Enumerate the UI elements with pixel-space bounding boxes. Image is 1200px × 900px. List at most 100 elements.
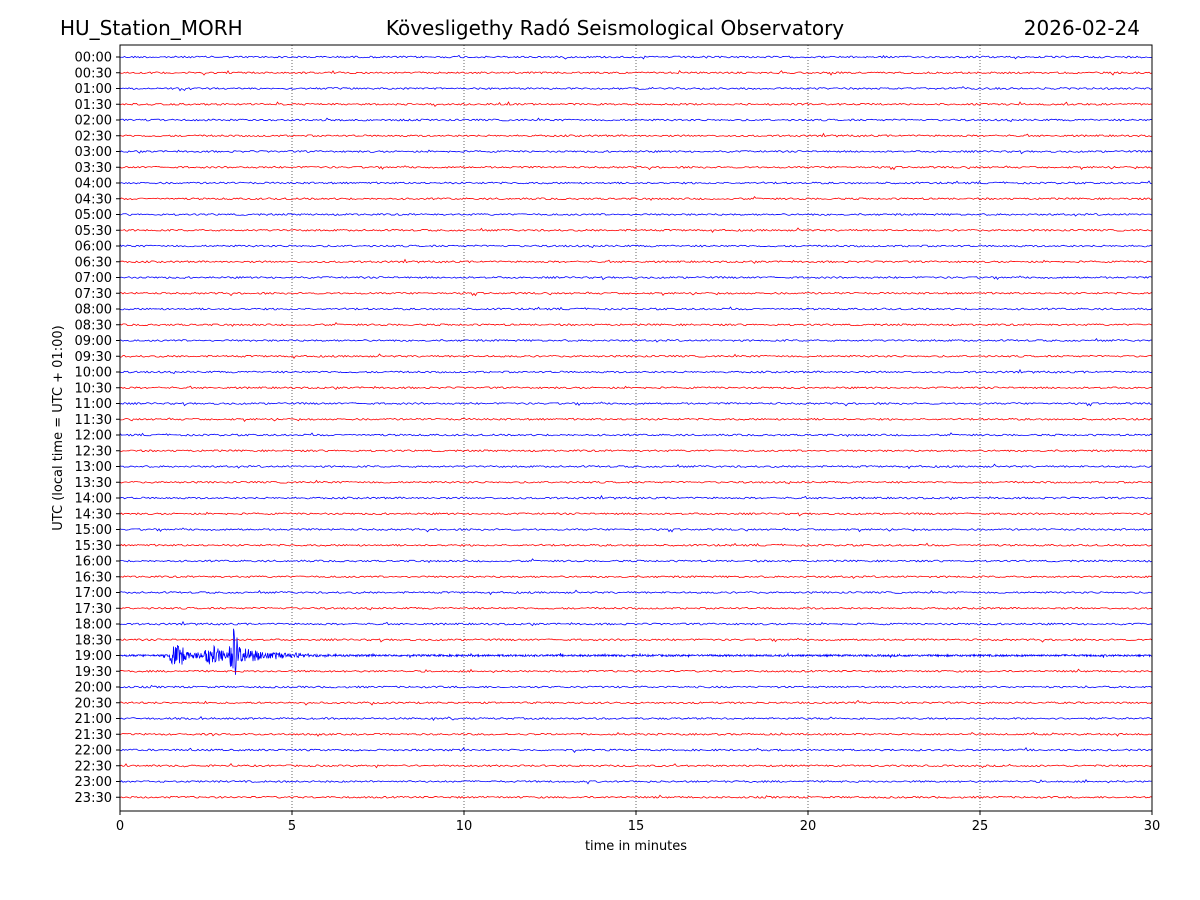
- trace-1830: [119, 637, 1153, 643]
- trace-group: [119, 54, 1153, 799]
- trace-1530: [119, 542, 1153, 547]
- y-tick-label: 10:30: [75, 381, 112, 396]
- y-tick-label: 13:00: [75, 460, 112, 475]
- x-tick-label: 30: [1144, 819, 1161, 834]
- y-tick-label: 00:00: [75, 51, 112, 66]
- y-tick-label: 14:30: [75, 507, 112, 522]
- trace-1300: [119, 463, 1153, 470]
- trace-1630: [119, 575, 1153, 579]
- trace-1730: [119, 606, 1153, 611]
- x-tick-label: 5: [288, 819, 296, 834]
- trace-2000: [119, 684, 1153, 689]
- y-tick-label: 16:30: [75, 570, 112, 585]
- y-tick-label: 05:30: [75, 224, 112, 239]
- y-tick-label: 11:00: [75, 397, 112, 412]
- trace-2200: [119, 747, 1153, 753]
- trace-0600: [119, 243, 1153, 249]
- y-tick-label: 04:30: [75, 192, 112, 207]
- trace-0230: [119, 132, 1153, 138]
- y-tick-label: 21:30: [75, 728, 112, 743]
- trace-1230: [119, 449, 1153, 453]
- y-tick-label: 03:30: [75, 161, 112, 176]
- trace-0730: [119, 291, 1153, 297]
- y-tick-label: 23:00: [75, 775, 112, 790]
- y-tick-label: 12:00: [75, 429, 112, 444]
- x-axis-label: time in minutes: [585, 839, 687, 854]
- trace-0300: [119, 149, 1153, 155]
- trace-0630: [119, 258, 1153, 264]
- trace-1000: [119, 368, 1153, 375]
- x-tick-label: 0: [116, 819, 124, 834]
- trace-0000: [119, 54, 1153, 60]
- y-axis-label: UTC (local time = UTC + 01:00): [51, 325, 66, 530]
- y-tick-label: 12:30: [75, 444, 112, 459]
- trace-2100: [119, 716, 1153, 721]
- trace-2030: [119, 699, 1153, 706]
- y-tick-label: 02:00: [75, 114, 112, 129]
- trace-1900: [119, 628, 1153, 675]
- trace-1100: [119, 401, 1153, 407]
- y-tick-label: 13:30: [75, 476, 112, 491]
- trace-0900: [119, 338, 1153, 343]
- trace-1430: [119, 511, 1153, 517]
- y-tick-label: 15:30: [75, 539, 112, 554]
- y-tick-label: 21:00: [75, 712, 112, 727]
- y-tick-label: 22:00: [75, 744, 112, 759]
- x-axis: 0 5 10 15 20 25 30: [116, 811, 1160, 834]
- trace-0100: [119, 86, 1153, 92]
- trace-1930: [119, 668, 1153, 673]
- observatory-title: Kövesligethy Radó Seismological Observat…: [385, 16, 845, 40]
- y-tick-label: 01:30: [75, 98, 112, 113]
- y-tick-label: 06:30: [75, 255, 112, 270]
- x-tick-label: 10: [456, 819, 473, 834]
- y-tick-label: 23:30: [75, 791, 112, 806]
- y-tick-label: 14:00: [75, 492, 112, 507]
- y-tick-label: 20:00: [75, 681, 112, 696]
- trace-0030: [119, 69, 1153, 76]
- y-tick-label: 19:00: [75, 649, 112, 664]
- station-name: HU_Station_MORH: [60, 16, 243, 40]
- trace-2230: [119, 762, 1153, 769]
- trace-2330: [119, 794, 1153, 799]
- trace-1030: [119, 385, 1153, 390]
- trace-0430: [119, 196, 1153, 201]
- y-tick-label: 16:00: [75, 555, 112, 570]
- y-tick-label: 20:30: [75, 696, 112, 711]
- trace-1600: [119, 558, 1153, 564]
- y-tick-label: 00:30: [75, 66, 112, 81]
- trace-0930: [119, 353, 1153, 359]
- y-tick-label: 07:30: [75, 287, 112, 302]
- y-tick-label: 08:30: [75, 318, 112, 333]
- y-tick-label: 04:00: [75, 177, 112, 192]
- trace-0200: [119, 117, 1153, 123]
- y-tick-label: 18:30: [75, 633, 112, 648]
- y-tick-label: 03:00: [75, 145, 112, 160]
- trace-0800: [119, 306, 1153, 311]
- x-tick-label: 15: [628, 819, 645, 834]
- trace-0500: [119, 213, 1153, 217]
- x-tick-label: 20: [800, 819, 817, 834]
- y-tick-label: 18:00: [75, 618, 112, 633]
- y-tick-label: 11:30: [75, 413, 112, 428]
- y-tick-label: 10:00: [75, 366, 112, 381]
- trace-1800: [119, 620, 1153, 627]
- trace-1200: [119, 432, 1153, 438]
- y-tick-label: 22:30: [75, 759, 112, 774]
- y-tick-label: 06:00: [75, 240, 112, 255]
- trace-0700: [119, 275, 1153, 281]
- y-tick-label: 09:00: [75, 334, 112, 349]
- trace-0400: [119, 180, 1153, 185]
- trace-0530: [119, 227, 1153, 233]
- trace-0130: [119, 101, 1153, 107]
- x-tick-label: 25: [972, 819, 989, 834]
- y-tick-label: 15:00: [75, 523, 112, 538]
- trace-2300: [119, 779, 1153, 785]
- y-tick-label: 09:30: [75, 350, 112, 365]
- y-axis: 00:0000:3001:0001:3002:0002:3003:0003:30…: [75, 51, 120, 806]
- record-date: 2026-02-24: [1023, 16, 1140, 40]
- trace-2130: [119, 731, 1153, 737]
- trace-1130: [119, 417, 1153, 422]
- y-tick-label: 02:30: [75, 129, 112, 144]
- trace-1500: [119, 527, 1153, 533]
- y-tick-label: 17:30: [75, 602, 112, 617]
